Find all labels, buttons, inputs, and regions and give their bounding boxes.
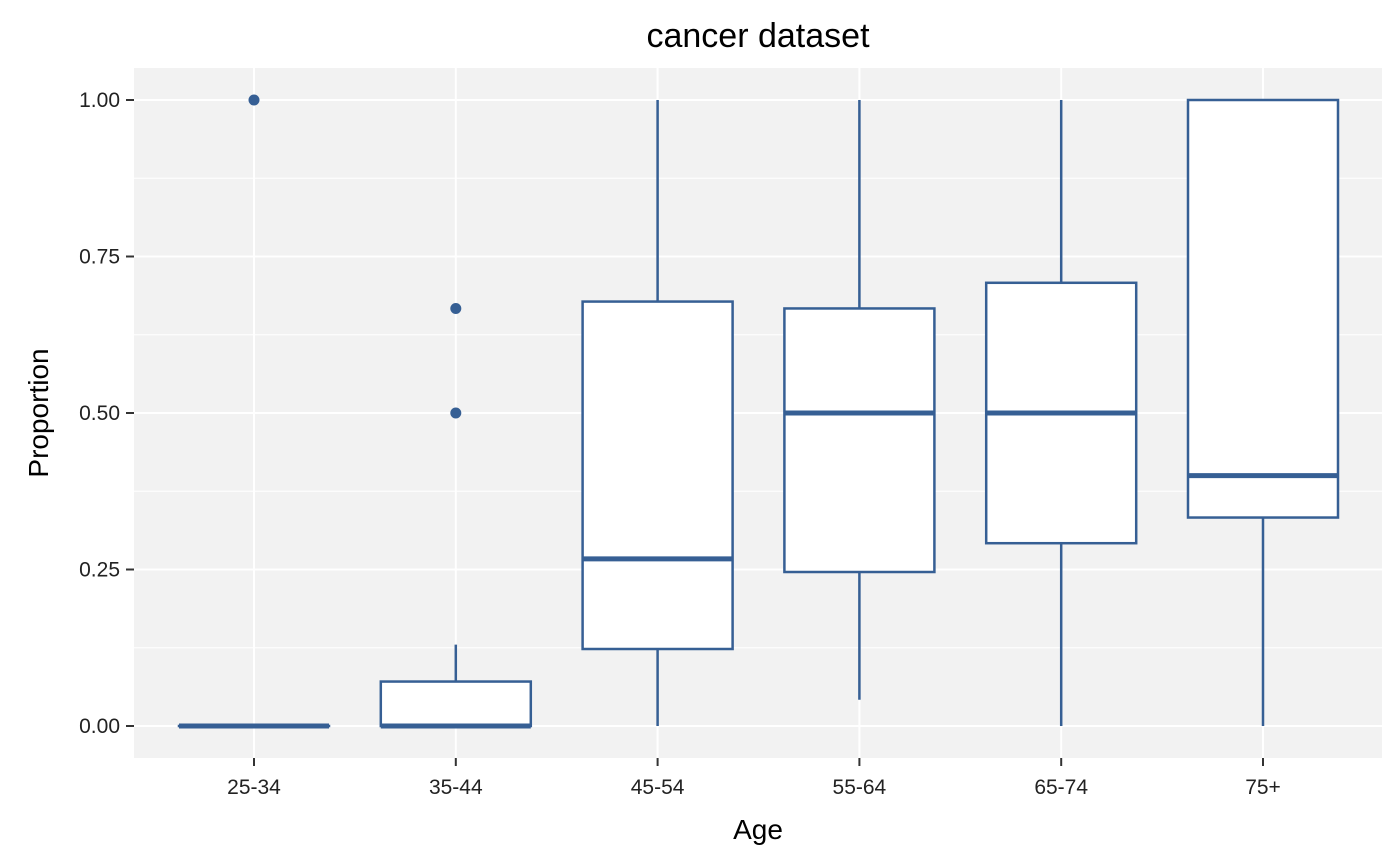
box-75+ bbox=[1186, 98, 1340, 726]
y-tick-label: 0.00 bbox=[79, 715, 120, 738]
box-iqr bbox=[1186, 98, 1340, 519]
boxplot-series bbox=[177, 94, 1340, 729]
minor-gridlines bbox=[134, 177, 1382, 649]
outlier-point bbox=[450, 302, 462, 314]
outlier-point bbox=[450, 407, 462, 419]
y-axis: 0.00 0.25 0.50 0.75 1.00 bbox=[79, 89, 134, 738]
box-45-54 bbox=[581, 100, 734, 726]
x-tick-label: 65-74 bbox=[1034, 776, 1088, 799]
y-tick-label: 0.50 bbox=[79, 402, 120, 425]
box-iqr bbox=[783, 307, 936, 574]
x-tick-label: 55-64 bbox=[833, 776, 887, 799]
x-tick-label: 35-44 bbox=[429, 776, 483, 799]
box-35-44 bbox=[379, 302, 533, 729]
x-axis: 25-34 35-44 45-54 55-64 65-74 75+ bbox=[227, 758, 1281, 799]
x-tick-label: 25-34 bbox=[227, 776, 281, 799]
y-axis-title: Proportion bbox=[23, 348, 54, 477]
box-iqr bbox=[581, 300, 734, 651]
box-25-34 bbox=[177, 94, 331, 729]
y-tick-label: 0.75 bbox=[79, 246, 120, 269]
box-55-64 bbox=[783, 100, 936, 700]
box-65-74 bbox=[984, 100, 1138, 726]
x-tick-label: 75+ bbox=[1245, 776, 1281, 799]
y-tick-label: 0.25 bbox=[79, 559, 120, 582]
outlier-point bbox=[248, 94, 260, 106]
x-axis-title: Age bbox=[733, 814, 783, 845]
box-iqr bbox=[379, 680, 533, 728]
chart-title: cancer dataset bbox=[646, 17, 870, 55]
x-tick-label: 45-54 bbox=[631, 776, 685, 799]
y-tick-label: 1.00 bbox=[79, 89, 120, 112]
